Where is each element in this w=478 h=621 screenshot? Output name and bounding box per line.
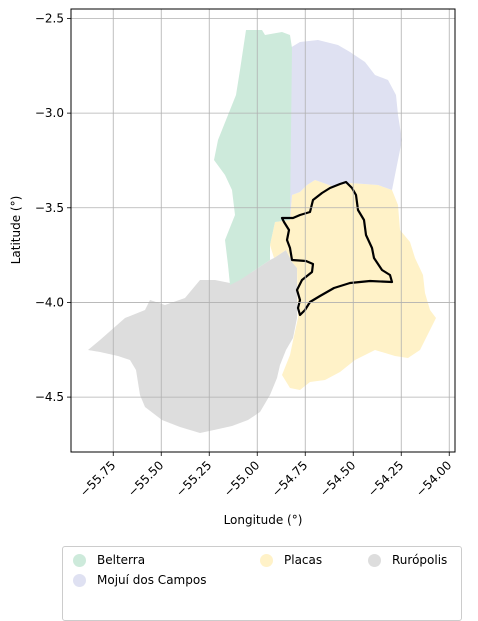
legend-label-belterra: Belterra bbox=[97, 553, 146, 567]
y-tick-label: −3.0 bbox=[35, 106, 64, 120]
legend-item-mojui: Mojuí dos Campos bbox=[73, 573, 206, 587]
region-belterra bbox=[214, 30, 292, 285]
map-figure: −55.75 −55.50 −55.25 −55.00 −54.75 −54.50 −54.… bbox=[9, 8, 456, 527]
x-tick-label: −55.75 bbox=[77, 458, 118, 499]
legend-item-placas: Placas bbox=[260, 553, 322, 567]
y-axis-title: Latitude (°) bbox=[9, 196, 23, 265]
y-tick-label: −3.5 bbox=[35, 201, 64, 215]
legend-marker-mojui-icon bbox=[73, 573, 86, 587]
x-tick-label: −54.25 bbox=[365, 458, 406, 499]
legend-item-belterra: Belterra bbox=[73, 553, 145, 567]
legend: Belterra Mojuí dos Campos Placas Rurópol… bbox=[62, 546, 462, 621]
y-tick-label: −2.5 bbox=[35, 11, 64, 25]
x-tick-label: −54.00 bbox=[413, 458, 454, 499]
legend-label-placas: Placas bbox=[284, 553, 323, 567]
x-tick-label: −54.75 bbox=[269, 458, 310, 499]
legend-marker-belterra-icon bbox=[73, 553, 86, 567]
legend-item-ruropolis: Rurópolis bbox=[368, 553, 447, 567]
x-tick-label: −55.50 bbox=[125, 458, 166, 499]
region-mojui bbox=[290, 40, 402, 220]
legend-marker-placas-icon bbox=[260, 553, 273, 567]
x-tick-label: −55.00 bbox=[221, 458, 262, 499]
x-tick-label: −55.25 bbox=[173, 458, 214, 499]
y-tick-label: −4.5 bbox=[35, 390, 64, 404]
plot-frame bbox=[70, 8, 456, 453]
legend-label-mojui: Mojuí dos Campos bbox=[97, 573, 207, 587]
y-tick-label: −4.0 bbox=[35, 295, 64, 309]
x-tick-label: −54.50 bbox=[317, 458, 358, 499]
legend-label-ruropolis: Rurópolis bbox=[392, 553, 448, 567]
legend-marker-ruropolis-icon bbox=[368, 553, 381, 567]
x-axis-title: Longitude (°) bbox=[224, 513, 303, 527]
map-plot-area bbox=[88, 30, 436, 433]
outlined-area bbox=[280, 180, 394, 317]
region-ruropolis bbox=[88, 250, 297, 433]
grid bbox=[71, 9, 455, 452]
